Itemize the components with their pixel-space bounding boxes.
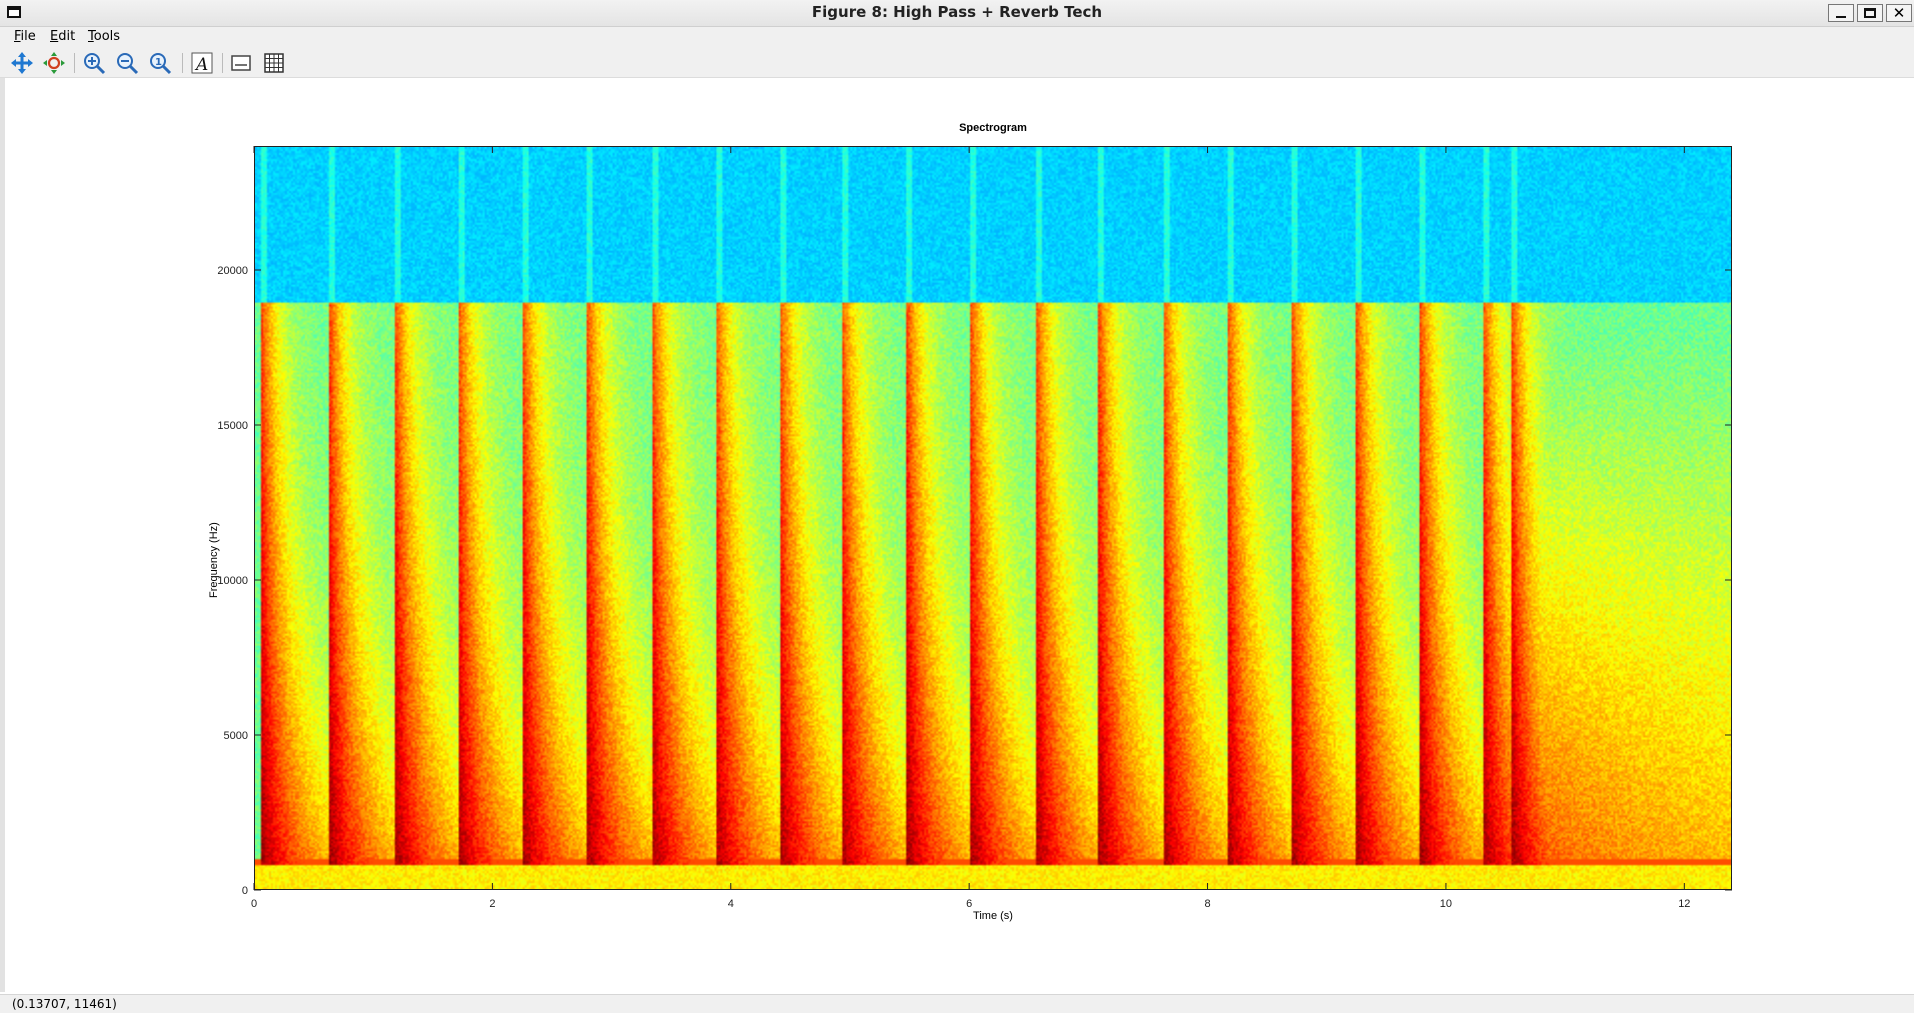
y-axis-label: Frequency (Hz) [208,522,220,598]
x-tick-label: 2 [489,898,495,910]
status-bar: (0.13707, 11461) [0,994,1914,1013]
spectrogram-axes[interactable] [254,146,1732,890]
grid-icon[interactable] [262,51,286,75]
axis-ticks: 0 2 4 6 8 10 12 0 5000 10000 15000 20000 [217,146,1732,910]
svg-text:A: A [194,55,208,75]
menu-bar: File Edit Tools [0,27,1914,47]
zoom-in-icon[interactable] [82,51,106,75]
y-tick-label: 5000 [224,730,248,742]
maximize-button[interactable] [1857,4,1883,22]
x-tick-label: 10 [1440,898,1452,910]
y-tick-label: 15000 [217,420,248,432]
menu-file[interactable]: File [14,29,36,44]
svg-text:1: 1 [155,57,162,68]
legend-icon[interactable] [229,51,253,75]
minimize-button[interactable] [1828,4,1854,22]
window-title: Figure 8: High Pass + Reverb Tech [811,3,1103,21]
close-icon: ✕ [1892,4,1906,22]
zoom-reset-icon[interactable]: 1 [148,51,172,75]
menu-tools[interactable]: Tools [88,29,121,44]
rotate-icon[interactable] [42,51,66,75]
close-button[interactable]: ✕ [1886,4,1912,22]
y-tick-label: 0 [242,885,248,897]
x-tick-label: 4 [728,898,734,910]
window-icon[interactable] [7,6,21,18]
x-tick-label: 8 [1204,898,1210,910]
x-axis-label: Time (s) [973,910,1013,922]
x-tick-label: 12 [1678,898,1690,910]
pointer-coordinates: (0.13707, 11461) [12,997,117,1011]
text-annotation-icon[interactable]: A [190,51,214,75]
menu-edit[interactable]: Edit [50,29,76,44]
x-tick-label: 6 [966,898,972,910]
y-tick-label: 10000 [217,575,248,587]
zoom-out-icon[interactable] [115,51,139,75]
x-tick-label: 0 [251,898,257,910]
figure-canvas[interactable]: Spectrogram 0 2 4 6 8 10 12 0 5000 10000 15000 2000… [0,78,1914,992]
y-tick-label: 20000 [217,265,248,277]
spectrogram-image [255,147,1731,889]
toolbar: 1 A [0,47,1914,78]
pan-icon[interactable] [10,51,34,75]
plot-title: Spectrogram [959,122,1027,134]
title-bar: Figure 8: High Pass + Reverb Tech ✕ [0,0,1914,27]
